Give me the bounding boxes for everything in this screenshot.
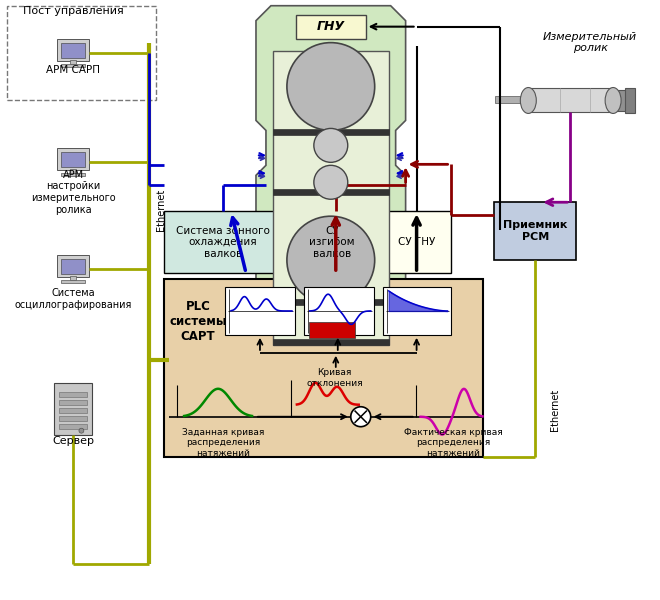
Bar bbox=[273, 130, 389, 136]
Bar bbox=[61, 280, 85, 283]
Bar bbox=[625, 88, 635, 113]
Bar bbox=[55, 383, 92, 434]
Bar bbox=[59, 400, 87, 405]
Bar bbox=[613, 89, 631, 112]
Bar bbox=[59, 408, 87, 413]
Bar bbox=[383, 211, 451, 273]
Bar bbox=[273, 50, 389, 345]
Bar bbox=[273, 299, 389, 305]
Bar bbox=[57, 255, 89, 277]
Ellipse shape bbox=[605, 88, 621, 113]
Text: Измерительный
ролик: Измерительный ролик bbox=[543, 32, 638, 53]
Circle shape bbox=[287, 43, 375, 130]
Text: АРМ
настройки
измерительного
ролика: АРМ настройки измерительного ролика bbox=[31, 170, 116, 215]
Bar bbox=[273, 189, 389, 195]
Text: Заданная кривая
распределения
натяжений: Заданная кривая распределения натяжений bbox=[182, 428, 264, 458]
Text: Приемник
РСМ: Приемник РСМ bbox=[503, 220, 568, 242]
Bar bbox=[309, 322, 354, 338]
Text: Система зонного
охлаждения
валков: Система зонного охлаждения валков bbox=[176, 226, 270, 259]
Bar bbox=[61, 43, 85, 58]
Bar bbox=[273, 339, 389, 345]
Text: Кривая
отклонения: Кривая отклонения bbox=[306, 368, 363, 388]
Text: Система
осциллографирования: Система осциллографирования bbox=[15, 288, 132, 310]
Bar bbox=[71, 59, 77, 64]
Circle shape bbox=[79, 428, 84, 433]
Bar bbox=[61, 64, 85, 67]
Bar bbox=[164, 279, 483, 457]
Bar bbox=[528, 88, 613, 112]
Bar bbox=[59, 416, 87, 421]
Bar bbox=[164, 211, 282, 273]
Text: Фактическая кривая
распределения
натяжений: Фактическая кривая распределения натяжен… bbox=[404, 428, 503, 458]
Bar bbox=[7, 6, 156, 100]
Ellipse shape bbox=[520, 88, 537, 113]
Text: СУ
изгибом
валков: СУ изгибом валков bbox=[309, 226, 354, 259]
Text: PLC
системы
САРТ: PLC системы САРТ bbox=[170, 301, 227, 343]
Bar bbox=[59, 392, 87, 397]
Bar bbox=[71, 276, 77, 280]
Text: АРМ САРП: АРМ САРП bbox=[46, 65, 100, 74]
Bar bbox=[71, 169, 77, 173]
Bar bbox=[296, 14, 366, 38]
Text: Сервер: Сервер bbox=[52, 436, 94, 446]
Bar bbox=[61, 173, 85, 176]
Bar bbox=[57, 148, 89, 170]
Polygon shape bbox=[256, 6, 406, 365]
Bar bbox=[57, 38, 89, 61]
Bar bbox=[304, 287, 374, 335]
Circle shape bbox=[314, 166, 348, 199]
Text: Ethernet: Ethernet bbox=[550, 389, 560, 431]
Bar bbox=[291, 211, 373, 273]
Bar bbox=[383, 287, 451, 335]
Text: СУ ГНУ: СУ ГНУ bbox=[398, 237, 436, 247]
Circle shape bbox=[350, 407, 371, 427]
Bar bbox=[496, 97, 531, 103]
Bar bbox=[225, 287, 295, 335]
Text: ГНУ: ГНУ bbox=[317, 20, 345, 33]
Text: Пост управления: Пост управления bbox=[23, 6, 124, 16]
Text: Ethernet: Ethernet bbox=[156, 189, 166, 232]
Bar bbox=[61, 259, 85, 274]
Circle shape bbox=[314, 128, 348, 163]
Bar bbox=[494, 202, 576, 260]
Circle shape bbox=[287, 216, 375, 304]
Bar bbox=[61, 152, 85, 167]
Bar bbox=[59, 424, 87, 428]
